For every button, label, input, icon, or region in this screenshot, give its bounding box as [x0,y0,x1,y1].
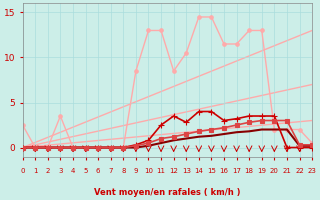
X-axis label: Vent moyen/en rafales ( km/h ): Vent moyen/en rafales ( km/h ) [94,188,241,197]
